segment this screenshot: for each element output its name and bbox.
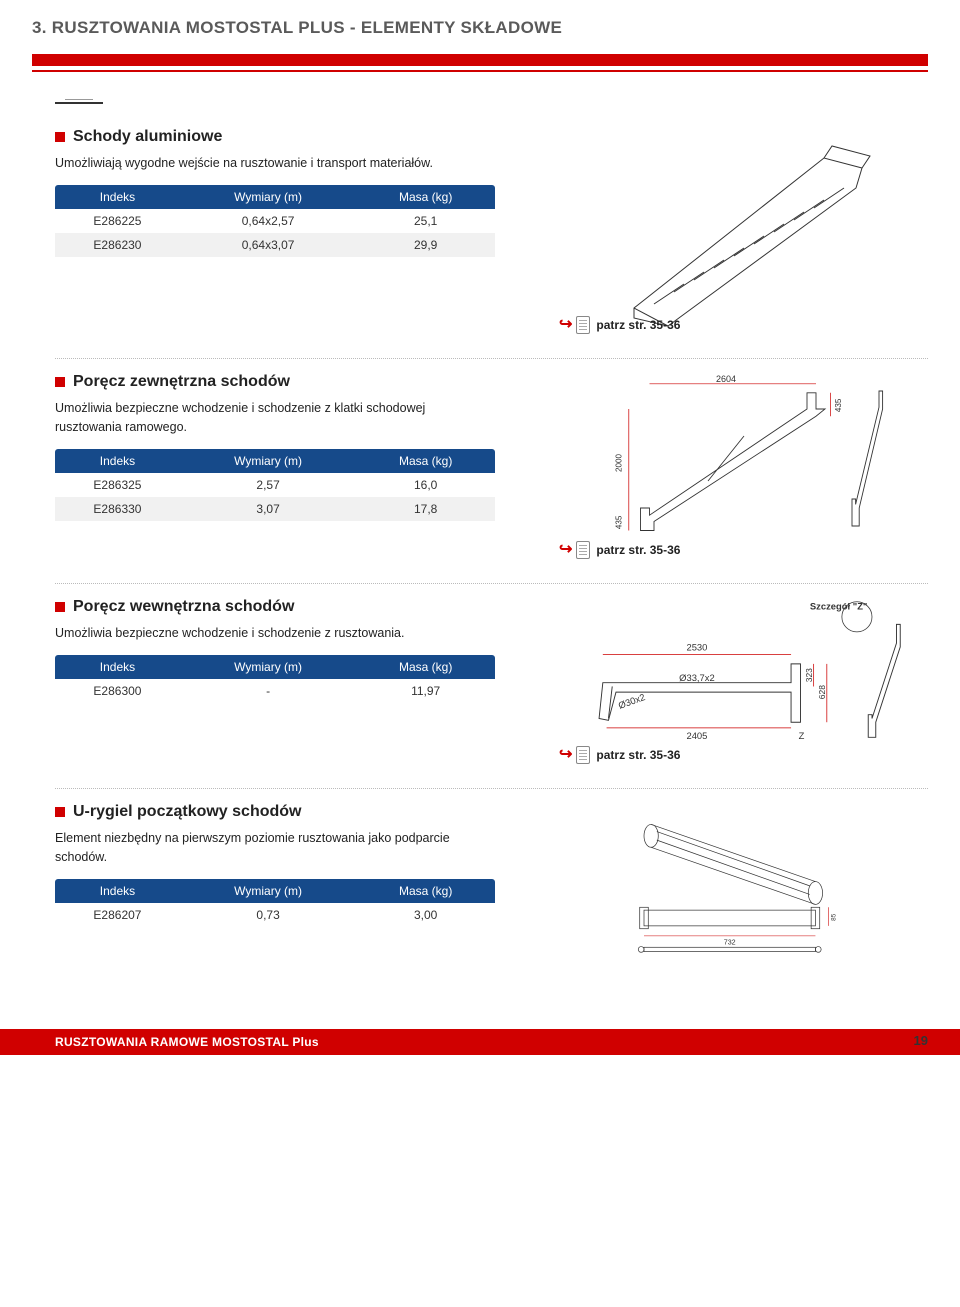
table-row: E286330 3,07 17,8 bbox=[55, 497, 495, 521]
inner-rail-diagram: Szczegół "Z" 2530 Ø33,7x2 Ø30x2 bbox=[574, 598, 914, 758]
col-wymiary: Wymiary (m) bbox=[180, 185, 356, 209]
section-desc: Umożliwiają wygodne wejście na rusztowan… bbox=[55, 154, 495, 173]
arrow-icon: ↪ bbox=[559, 317, 572, 333]
table-row: E286300 - 11,97 bbox=[55, 679, 495, 703]
data-table: Indeks Wymiary (m) Masa (kg) E286325 2,5… bbox=[55, 449, 495, 521]
section-title: Poręcz wewnętrzna schodów bbox=[73, 598, 294, 616]
page-title: 3. RUSZTOWANIA MOSTOSTAL PLUS - ELEMENTY… bbox=[32, 18, 928, 38]
bullet-icon bbox=[55, 132, 65, 142]
header-rule bbox=[32, 54, 928, 72]
page-number: 19 bbox=[914, 1033, 928, 1048]
document-icon bbox=[576, 316, 590, 334]
document-icon bbox=[576, 746, 590, 764]
table-row: E286225 0,64x2,57 25,1 bbox=[55, 209, 495, 233]
table-row: E286207 0,73 3,00 bbox=[55, 903, 495, 927]
section-divider bbox=[55, 788, 928, 789]
arrow-icon: ↪ bbox=[559, 747, 572, 763]
svg-text:628: 628 bbox=[816, 685, 826, 699]
col-indeks: Indeks bbox=[55, 185, 180, 209]
svg-text:323: 323 bbox=[803, 668, 813, 682]
u-beam-diagram: 732 85 bbox=[574, 803, 914, 953]
svg-text:2405: 2405 bbox=[686, 730, 707, 741]
section-desc: Element niezbędny na pierwszym poziomie … bbox=[55, 829, 495, 867]
svg-text:85: 85 bbox=[830, 913, 837, 921]
section-desc: Umożliwia bezpieczne wchodzenie i schodz… bbox=[55, 624, 495, 643]
svg-text:2530: 2530 bbox=[686, 642, 707, 653]
outer-rail-diagram: 2604 2000 435 435 bbox=[584, 373, 904, 553]
data-table: Indeks Wymiary (m) Masa (kg) E286300 - 1… bbox=[55, 655, 495, 703]
stairs-icon bbox=[604, 128, 884, 328]
bullet-icon bbox=[55, 807, 65, 817]
bullet-icon bbox=[55, 377, 65, 387]
section-title: U-rygiel początkowy schodów bbox=[73, 803, 301, 821]
svg-text:Z: Z bbox=[798, 730, 804, 741]
col-masa: Masa (kg) bbox=[356, 185, 495, 209]
section-divider bbox=[55, 583, 928, 584]
svg-text:435: 435 bbox=[614, 515, 623, 529]
data-table: Indeks Wymiary (m) Masa (kg) E286225 0,6… bbox=[55, 185, 495, 257]
page-ref: ↪ patrz str. 35-36 bbox=[559, 746, 680, 764]
dim-label: 2604 bbox=[715, 374, 735, 384]
section-title: Schody aluminiowe bbox=[73, 128, 222, 146]
page-ref: ↪ patrz str. 35-36 bbox=[559, 316, 680, 334]
footer-title: RUSZTOWANIA RAMOWE MOSTOSTAL Plus bbox=[55, 1035, 319, 1049]
svg-text:Ø30x2: Ø30x2 bbox=[616, 691, 646, 711]
data-table: Indeks Wymiary (m) Masa (kg) E286207 0,7… bbox=[55, 879, 495, 927]
section-desc: Umożliwia bezpieczne wchodzenie i schodz… bbox=[55, 399, 495, 437]
svg-text:2000: 2000 bbox=[614, 454, 623, 472]
page-ref: ↪ patrz str. 35-36 bbox=[559, 541, 680, 559]
svg-text:732: 732 bbox=[723, 938, 735, 946]
document-icon bbox=[576, 541, 590, 559]
section-divider bbox=[55, 358, 928, 359]
table-row: E286230 0,64x3,07 29,9 bbox=[55, 233, 495, 257]
arrow-icon: ↪ bbox=[559, 542, 572, 558]
svg-text:435: 435 bbox=[834, 398, 843, 412]
mini-separator bbox=[55, 90, 928, 104]
page-footer: RUSZTOWANIA RAMOWE MOSTOSTAL Plus 19 bbox=[0, 1029, 960, 1055]
section-title: Poręcz zewnętrzna schodów bbox=[73, 373, 290, 391]
svg-text:Ø33,7x2: Ø33,7x2 bbox=[679, 672, 715, 683]
table-row: E286325 2,57 16,0 bbox=[55, 473, 495, 497]
bullet-icon bbox=[55, 602, 65, 612]
